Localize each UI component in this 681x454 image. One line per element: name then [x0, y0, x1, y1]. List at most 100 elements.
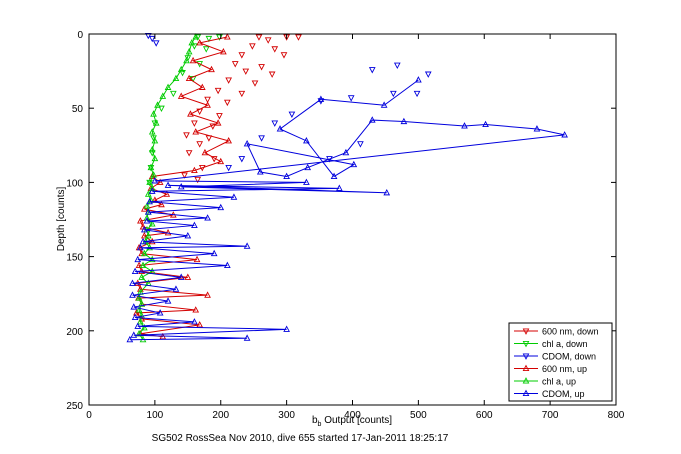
legend-label-cdom-up: CDOM, up: [542, 389, 585, 399]
data-point-cdom-up: [561, 131, 568, 138]
data-point-cdom-up: [131, 313, 139, 320]
y-tick-label: 100: [66, 178, 83, 189]
data-point-600-nm-up: [196, 321, 204, 328]
x-tick-label: 800: [608, 410, 625, 421]
data-point-600-nm-down: [255, 34, 263, 41]
data-point-chl-a-down: [169, 90, 177, 98]
data-point-chl-a-up: [148, 220, 156, 227]
data-point-cdom-down: [357, 141, 364, 148]
data-point-600-nm-up: [204, 291, 211, 298]
data-point-cdom-down: [393, 62, 401, 69]
data-point-chl-a-up: [151, 154, 159, 162]
data-point-cdom-up: [283, 172, 290, 179]
legend-entry-cdom-up: CDOM, up: [514, 389, 585, 399]
data-point-chl-a-up: [147, 163, 155, 171]
y-tick-label: 0: [77, 30, 83, 41]
data-point-cdom-up: [191, 318, 198, 325]
series-cdom-down: [144, 32, 432, 172]
data-point-cdom-up: [139, 237, 147, 245]
y-tick-label: 150: [66, 253, 83, 264]
data-point-cdom-up: [151, 177, 159, 184]
data-point-chl-a-down: [194, 34, 202, 41]
data-point-chl-a-up: [192, 33, 200, 40]
data-point-chl-a-up: [148, 255, 156, 263]
data-point-cdom-up: [184, 231, 192, 239]
data-point-600-nm-up: [137, 217, 144, 224]
data-point-chl-a-down: [202, 46, 210, 53]
data-point-600-nm-up: [156, 178, 164, 185]
data-point-chl-a-up: [150, 110, 157, 117]
legend-entry-600-nm-down: 600 nm, down: [514, 327, 599, 337]
data-point-chl-a-up: [152, 119, 160, 126]
x-tick-label: 600: [476, 410, 493, 421]
data-point-cdom-up: [172, 285, 180, 292]
data-point-600-nm-up: [140, 205, 148, 212]
data-point-cdom-up: [317, 95, 325, 102]
legend-marker-600-nm-up: [522, 364, 530, 372]
series-line-chl-a-up: [138, 36, 197, 340]
data-point-cdom-down: [413, 90, 421, 98]
data-point-chl-a-up: [150, 171, 157, 178]
data-point-cdom-up: [243, 139, 251, 147]
data-point-chl-a-up: [172, 74, 180, 82]
data-point-600-nm-up: [214, 119, 222, 126]
data-point-chl-a-up: [143, 214, 151, 221]
legend-entry-chl-a-up: chl a, up: [514, 377, 576, 387]
data-point-cdom-up: [461, 122, 468, 129]
data-point-chl-a-up: [148, 145, 156, 153]
data-point-cdom-up: [164, 181, 172, 188]
x-axis: 0 100 200 300 400 500 600 700 800: [86, 34, 625, 421]
data-point-cdom-down: [271, 120, 279, 127]
y-tick-label: 200: [66, 327, 83, 338]
legend-label-chl-a-down: chl a, down: [542, 339, 588, 349]
data-point-cdom-up: [243, 242, 251, 249]
legend-label-600-nm-up: 600 nm, up: [542, 364, 587, 374]
data-point-600-nm-down: [238, 52, 246, 59]
data-point-cdom-down: [347, 95, 355, 102]
data-point-chl-a-up: [183, 56, 190, 64]
data-point-600-nm-down: [271, 46, 279, 53]
data-point-600-nm-down: [264, 37, 272, 44]
data-point-cdom-up: [330, 172, 338, 179]
legend-marker-cdom-down: [522, 353, 530, 360]
data-point-600-nm-up: [217, 157, 225, 165]
data-point-cdom-up: [177, 273, 185, 280]
data-point-600-nm-up: [225, 137, 233, 144]
data-point-600-nm-up: [192, 128, 200, 135]
data-point-cdom-up: [380, 101, 388, 108]
data-point-chl-a-up: [144, 231, 152, 239]
data-point-cdom-up: [415, 76, 422, 83]
data-point-600-nm-down: [249, 43, 256, 50]
legend-entry-cdom-down: CDOM, down: [514, 352, 596, 362]
data-point-cdom-up: [230, 193, 238, 200]
y-tick-label: 250: [66, 401, 83, 412]
data-point-chl-a-down: [191, 43, 198, 50]
legend-entry-600-nm-up: 600 nm, up: [514, 364, 587, 374]
data-point-cdom-up: [303, 178, 310, 185]
x-tick-label: 400: [344, 410, 361, 421]
data-point-cdom-up: [126, 335, 134, 343]
data-point-600-nm-down: [209, 123, 217, 130]
data-point-600-nm-up: [135, 261, 143, 269]
data-point-chl-a-down: [205, 35, 213, 43]
data-point-600-nm-up: [198, 83, 206, 90]
data-point-cdom-up: [164, 297, 172, 304]
y-axis: 0 50 100 150 200 250: [66, 30, 616, 412]
data-point-chl-a-up: [151, 137, 159, 144]
data-point-600-nm-down: [223, 99, 231, 107]
data-point-cdom-up: [129, 291, 136, 298]
data-point-600-nm-down: [238, 90, 246, 98]
figure-caption: SG502 RossSea Nov 2010, dive 655 started…: [152, 433, 449, 444]
data-point-cdom-up: [156, 309, 164, 316]
data-point-600-nm-down: [204, 96, 211, 104]
data-point-cdom-up: [177, 183, 185, 190]
data-point-cdom-up: [146, 197, 153, 205]
data-point-cdom-up: [148, 187, 156, 194]
data-point-cdom-up: [144, 208, 152, 215]
data-point-chl-a-up: [188, 39, 196, 46]
data-point-cdom-up: [210, 249, 218, 257]
data-point-chl-a-up: [148, 184, 156, 191]
data-point-cdom-up: [368, 116, 376, 123]
data-point-600-nm-up: [137, 285, 144, 292]
legend-marker-cdom-up: [522, 389, 530, 397]
